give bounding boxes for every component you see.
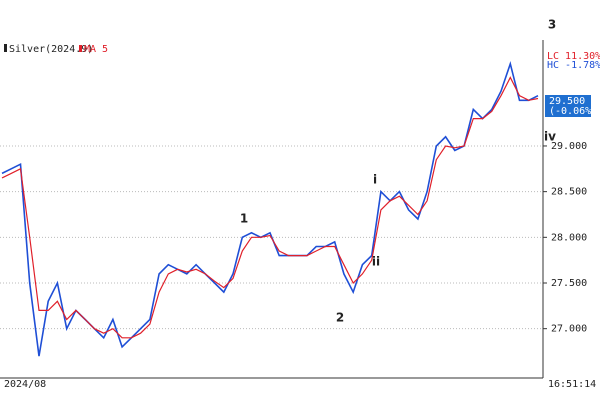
annotation: ii [372, 255, 380, 269]
price-box [545, 95, 591, 117]
y-tick-label: 28.000 [551, 232, 587, 243]
annotation: 2 [336, 311, 344, 325]
time-label: 16:51:14 [548, 379, 596, 390]
series-line [1, 76, 539, 339]
y-tick-label: 29.000 [551, 141, 587, 152]
annotation: 3 [548, 18, 556, 32]
hc-label: HC -1.78% [547, 60, 600, 71]
lc-label: LC 11.30% [547, 51, 600, 62]
x-tick-label: 2024/08 [4, 379, 46, 390]
annotation: iv [544, 130, 556, 144]
annotation: i [373, 173, 377, 187]
y-tick-label: 28.500 [551, 187, 587, 198]
annotation: 1 [240, 212, 248, 226]
legend-label: MA 5 [84, 44, 108, 55]
last-price: 29.500 [549, 96, 585, 107]
legend-icon [79, 45, 82, 52]
chart-title: Silver(2024.9) [9, 44, 93, 55]
y-tick-label: 27.500 [551, 278, 587, 289]
legend-icon [4, 44, 7, 52]
y-tick-label: 27.000 [551, 324, 587, 335]
series-line [1, 60, 539, 357]
last-change: (-0.06%) [549, 106, 597, 117]
